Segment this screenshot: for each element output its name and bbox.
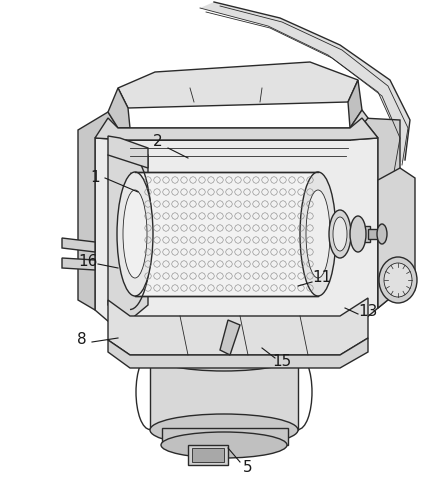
- Polygon shape: [378, 168, 415, 308]
- Polygon shape: [108, 88, 130, 128]
- Ellipse shape: [123, 190, 147, 278]
- Ellipse shape: [379, 257, 417, 303]
- Text: 13: 13: [358, 304, 378, 320]
- Polygon shape: [108, 148, 148, 320]
- Ellipse shape: [150, 339, 298, 371]
- Polygon shape: [95, 138, 378, 340]
- Polygon shape: [62, 238, 95, 252]
- Polygon shape: [135, 172, 318, 296]
- Polygon shape: [192, 448, 224, 462]
- Text: 1: 1: [90, 170, 100, 186]
- Polygon shape: [150, 355, 298, 430]
- Text: 16: 16: [79, 254, 98, 270]
- Polygon shape: [108, 298, 368, 355]
- Polygon shape: [188, 445, 228, 465]
- Ellipse shape: [329, 210, 351, 258]
- Text: 15: 15: [272, 354, 292, 370]
- Text: 5: 5: [243, 460, 253, 475]
- Polygon shape: [108, 136, 148, 168]
- Polygon shape: [336, 226, 370, 242]
- Polygon shape: [368, 229, 382, 239]
- Ellipse shape: [333, 217, 347, 251]
- Text: 2: 2: [153, 134, 163, 150]
- Ellipse shape: [377, 224, 387, 244]
- Ellipse shape: [350, 216, 366, 252]
- Text: 8: 8: [77, 332, 87, 347]
- Ellipse shape: [384, 263, 412, 297]
- Polygon shape: [108, 338, 368, 368]
- Ellipse shape: [117, 172, 153, 296]
- Polygon shape: [62, 258, 95, 270]
- Ellipse shape: [161, 432, 287, 458]
- Polygon shape: [112, 110, 368, 140]
- Polygon shape: [95, 118, 378, 140]
- Ellipse shape: [306, 190, 330, 278]
- Ellipse shape: [150, 414, 298, 446]
- Polygon shape: [118, 62, 358, 108]
- Polygon shape: [362, 118, 400, 308]
- Polygon shape: [220, 320, 240, 355]
- Text: 11: 11: [312, 270, 332, 285]
- Polygon shape: [348, 80, 362, 128]
- Ellipse shape: [300, 172, 336, 296]
- Polygon shape: [162, 428, 288, 445]
- Polygon shape: [200, 2, 410, 168]
- Polygon shape: [78, 112, 118, 310]
